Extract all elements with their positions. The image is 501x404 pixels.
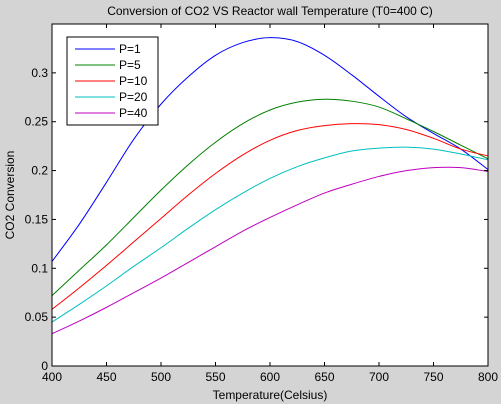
x-tick-label: 450 xyxy=(96,370,116,384)
legend-label-2: P=5 xyxy=(119,58,141,72)
legend-label-1: P=1 xyxy=(119,42,141,56)
y-axis-title: CO2 Conversion xyxy=(3,151,17,240)
series-layer xyxy=(51,37,489,335)
y-tick-label: 0.2 xyxy=(31,164,48,178)
y-tick-label: 0 xyxy=(41,359,48,373)
x-tick-label: 500 xyxy=(151,370,171,384)
legend: P=1 P=5 P=10 P=20 P=40 xyxy=(66,36,159,126)
legend-label-3: P=10 xyxy=(119,74,148,88)
ticks-layer: 400 450 500 550 600 650 700 750 800 0 0.05 0.1 0.15 0… xyxy=(25,24,498,384)
y-tick-label: 0.3 xyxy=(31,66,48,80)
legend-label-5: P=40 xyxy=(119,106,148,120)
x-tick-label: 800 xyxy=(478,370,498,384)
x-tick-label: 700 xyxy=(369,370,389,384)
y-tick-label: 0.05 xyxy=(25,310,49,324)
x-tick-label: 600 xyxy=(260,370,280,384)
x-tick-label: 400 xyxy=(42,370,62,384)
chart-title: Conversion of CO2 VS Reactor wall Temper… xyxy=(107,4,433,18)
x-tick-label: 550 xyxy=(205,370,225,384)
series-line-4 xyxy=(51,146,489,323)
x-axis-title: Temperature(Celsius) xyxy=(213,388,328,402)
x-tick-label: 750 xyxy=(423,370,443,384)
y-tick-label: 0.15 xyxy=(25,212,49,226)
series-line-2 xyxy=(51,98,489,297)
y-tick-label: 0.1 xyxy=(31,261,48,275)
legend-label-4: P=20 xyxy=(119,90,148,104)
x-tick-label: 650 xyxy=(314,370,334,384)
y-tick-label: 0.25 xyxy=(25,115,49,129)
series-line-5 xyxy=(51,166,489,335)
series-line-3 xyxy=(51,123,489,310)
